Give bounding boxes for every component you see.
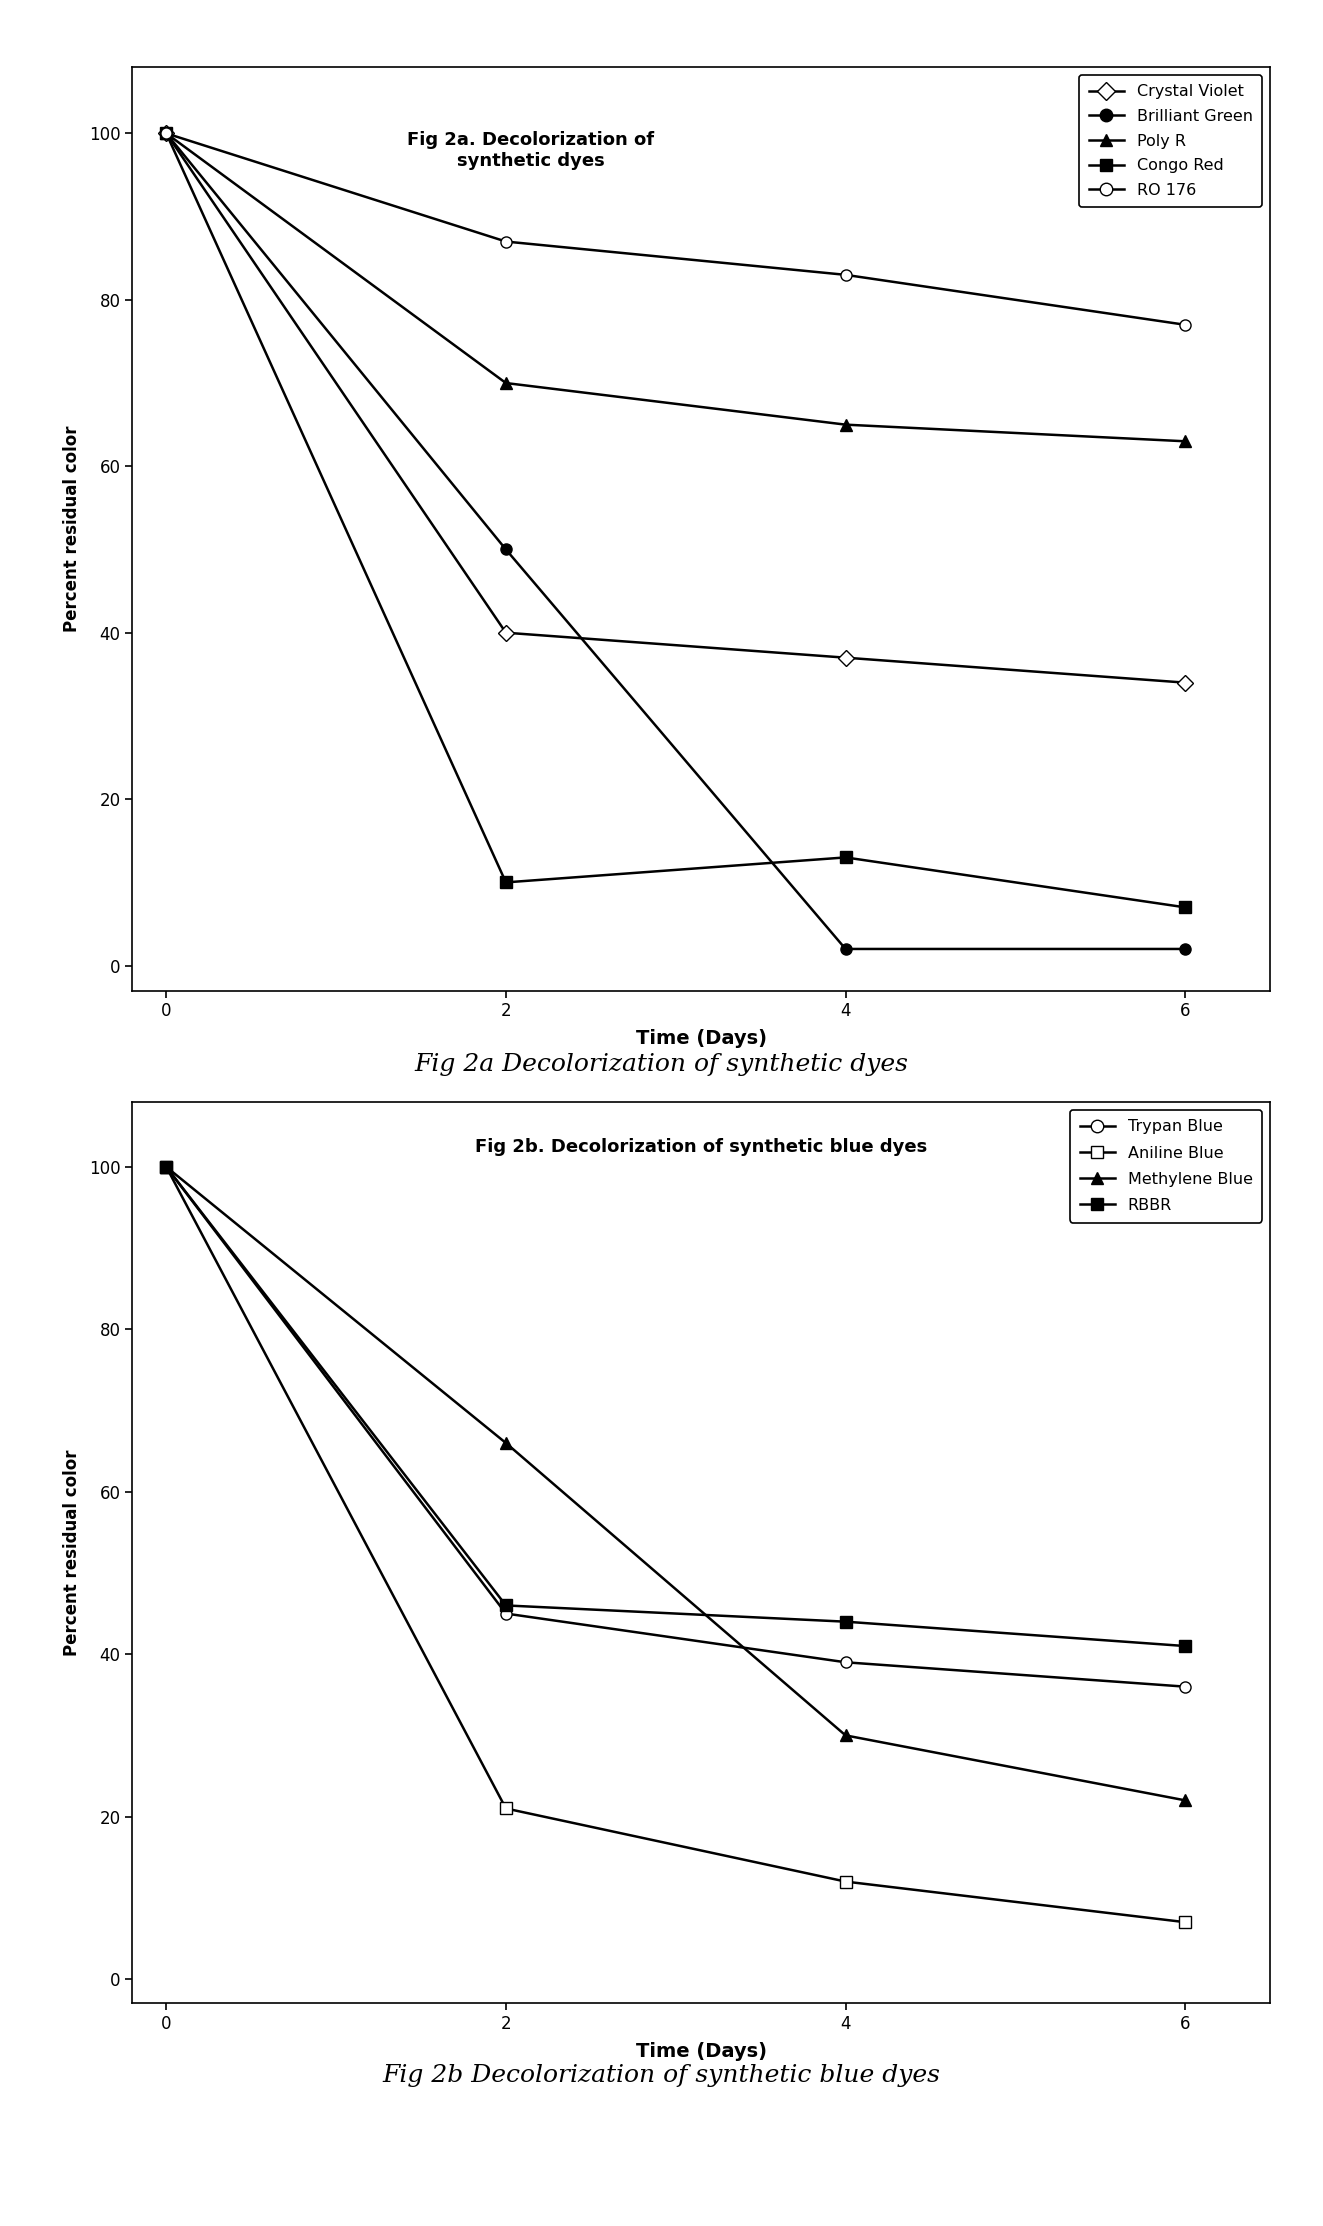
Text: Fig 2b. Decolorization of synthetic blue dyes: Fig 2b. Decolorization of synthetic blue… [475, 1137, 927, 1155]
Line: Congo Red: Congo Red [160, 127, 1191, 913]
Legend: Trypan Blue, Aniline Blue, Methylene Blue, RBBR: Trypan Blue, Aniline Blue, Methylene Blu… [1070, 1111, 1262, 1222]
Poly R [159, 120, 175, 147]
Line: Poly R: Poly R [160, 127, 1191, 447]
Brilliant Green [159, 120, 175, 147]
RO 176 [159, 120, 175, 147]
Brilliant Green [497, 536, 513, 563]
Trypan Blue [1177, 1674, 1193, 1701]
Crystal Violet [497, 619, 513, 646]
Line: Aniline Blue: Aniline Blue [160, 1162, 1191, 1928]
Text: Fig 2a. Decolorization of
synthetic dyes: Fig 2a. Decolorization of synthetic dyes [407, 131, 654, 169]
RO 176 [837, 260, 853, 287]
Methylene Blue [1177, 1787, 1193, 1814]
Text: Fig 2b Decolorization of synthetic blue dyes: Fig 2b Decolorization of synthetic blue … [382, 2064, 941, 2086]
RBBR [837, 1609, 853, 1636]
Aniline Blue [497, 1794, 513, 1821]
Trypan Blue [159, 1153, 175, 1180]
Poly R [497, 370, 513, 396]
Text: Fig 2a Decolorization of synthetic dyes: Fig 2a Decolorization of synthetic dyes [414, 1053, 909, 1075]
Congo Red [837, 844, 853, 870]
Congo Red [497, 868, 513, 895]
Line: RBBR: RBBR [160, 1162, 1191, 1652]
RBBR [1177, 1632, 1193, 1658]
Legend: Crystal Violet, Brilliant Green, Poly R, Congo Red, RO 176: Crystal Violet, Brilliant Green, Poly R,… [1080, 76, 1262, 207]
RBBR [159, 1153, 175, 1180]
Crystal Violet [837, 643, 853, 670]
X-axis label: Time (Days): Time (Days) [635, 1028, 767, 1048]
Crystal Violet [1177, 670, 1193, 697]
RO 176 [1177, 312, 1193, 338]
Poly R [837, 412, 853, 439]
Congo Red [159, 120, 175, 147]
X-axis label: Time (Days): Time (Days) [635, 2041, 767, 2061]
Trypan Blue [497, 1600, 513, 1627]
Y-axis label: Percent residual color: Percent residual color [62, 425, 81, 632]
Aniline Blue [159, 1153, 175, 1180]
Methylene Blue [159, 1153, 175, 1180]
Line: Trypan Blue: Trypan Blue [160, 1162, 1191, 1692]
Y-axis label: Percent residual color: Percent residual color [62, 1449, 81, 1656]
Crystal Violet [159, 120, 175, 147]
Congo Red [1177, 895, 1193, 922]
Line: Methylene Blue: Methylene Blue [160, 1162, 1191, 1805]
Methylene Blue [497, 1429, 513, 1456]
Methylene Blue [837, 1723, 853, 1750]
RBBR [497, 1592, 513, 1618]
Line: Crystal Violet: Crystal Violet [160, 127, 1191, 688]
Aniline Blue [837, 1868, 853, 1894]
Brilliant Green [1177, 935, 1193, 962]
Line: Brilliant Green: Brilliant Green [160, 127, 1191, 955]
RO 176 [497, 229, 513, 256]
Brilliant Green [837, 935, 853, 962]
Aniline Blue [1177, 1910, 1193, 1937]
Line: RO 176: RO 176 [160, 127, 1191, 329]
Poly R [1177, 427, 1193, 454]
Trypan Blue [837, 1649, 853, 1676]
